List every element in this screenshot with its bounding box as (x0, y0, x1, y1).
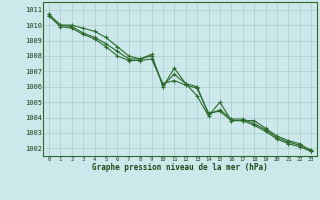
X-axis label: Graphe pression niveau de la mer (hPa): Graphe pression niveau de la mer (hPa) (92, 163, 268, 172)
